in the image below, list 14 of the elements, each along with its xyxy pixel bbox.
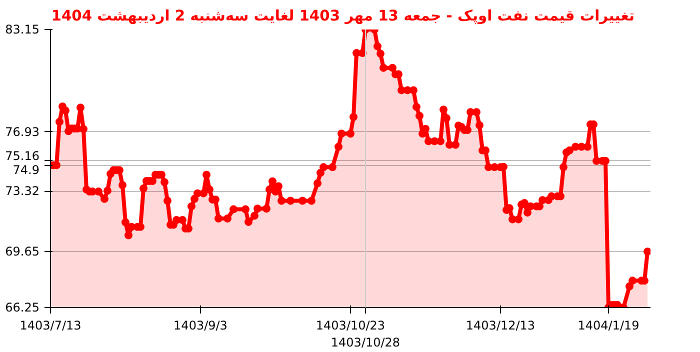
x-tick-label: 1403/7/13 (20, 318, 82, 332)
y-tick-label: 69.65 (5, 244, 40, 259)
x-tick-label: 1403/10/28 (330, 335, 400, 350)
y-tick-label: 74.9 (12, 163, 40, 178)
y-tick-label: 73.32 (5, 184, 40, 198)
y-tick-label: 75.16 (5, 149, 40, 164)
y-tick-label: 76.93 (5, 124, 40, 139)
x-tick-label: 1403/12/13 (466, 318, 536, 332)
x-tick-label: 1404/1/19 (578, 318, 640, 332)
y-tick-label: 66.25 (5, 300, 40, 314)
chart-title: تغییرات قیمت نفت اوپک - جمعه 13 مهر 1403 لغایت سه‌شنبه 2 اردیبهشت 1404 (51, 8, 635, 24)
x-tick-label: 1403/9/3 (174, 318, 228, 332)
x-tick-label: 1403/10/23 (316, 318, 386, 332)
y-tick-label: 83.15 (5, 22, 40, 36)
